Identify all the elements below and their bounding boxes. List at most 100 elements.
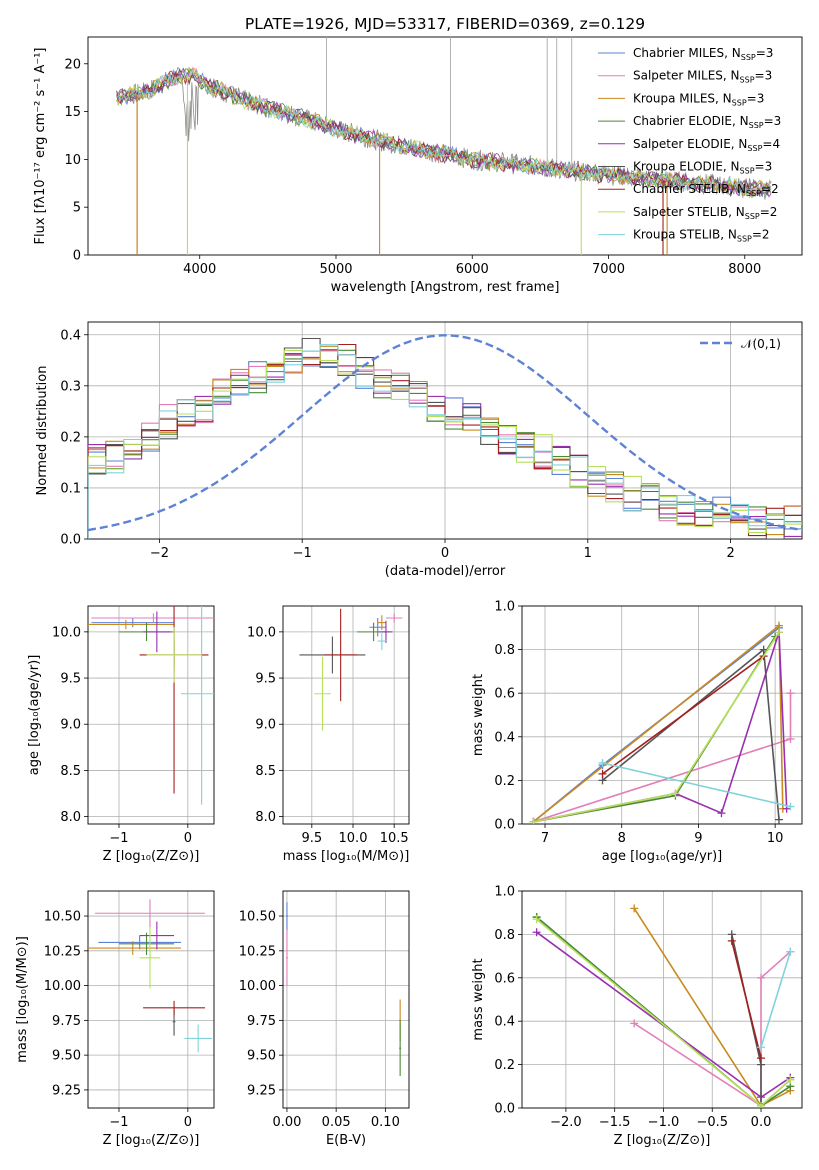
residuals-axes: −2 −1 0 1 2 0.0 0.1 0.2 0.3 0.4 (data-model)/error…	[35, 321, 803, 579]
age_vs_mass-ytick-label: 9.5	[255, 672, 276, 687]
residuals-ytick-label: 0.2	[60, 430, 81, 445]
gaussian-curve	[88, 334, 802, 532]
age_vs_mass-ytick-label: 10.0	[247, 625, 276, 640]
weight_vs_age-axes: 7 8 9 10 0.0 0.2 0.4 0.6 0.8 1.0 age [log₁₀(age/yr…	[471, 600, 803, 864]
mass_vs_EBV-ytick-label: 9.75	[247, 1014, 276, 1029]
spectrum-xtick-label: 8000	[728, 262, 761, 277]
weight_vs_Z-ytick-label: 0.2	[494, 1058, 515, 1073]
weight_vs_age-ytick-label: 0.4	[494, 730, 515, 745]
weight_vs_age-series-6	[601, 648, 780, 820]
weight_vs_Z-frame	[521, 890, 803, 1109]
spectrum-xtick-label: 7000	[592, 262, 625, 277]
weight_vs_age-ytick-label: 1.0	[494, 600, 515, 615]
weight_vs_Z-marker	[757, 1043, 766, 1052]
spectrum-model-line-7	[116, 70, 772, 197]
spectrum-ytick-label: 15	[64, 105, 81, 120]
mass_vs_Z-xlabel: Z [log₁₀(Z/Z⊙)]	[103, 1133, 200, 1148]
weight_vs_Z-ylabel: mass weight	[471, 958, 486, 1040]
mass_vs_Z-xtick-label: −1	[109, 1115, 128, 1130]
weight_vs_Z-xtick-label: −1.0	[648, 1115, 680, 1130]
weight_vs_Z-marker	[630, 1019, 639, 1028]
age_vs_mass-xtick-label: 9.5	[301, 831, 322, 846]
weight_vs_Z-marker	[727, 936, 736, 945]
figure-title: PLATE=1926, MJD=53317, FIBERID=0369, z=0…	[245, 15, 645, 33]
spectrum-xtick-label: 6000	[456, 262, 489, 277]
weight_vs_age-series-2	[533, 693, 792, 823]
gaussian-legend-label: 𝒩(0,1)	[741, 337, 781, 351]
age_vs_mass-points	[299, 608, 403, 731]
weight_vs_Z-marker	[757, 973, 766, 982]
weight_vs_age-lines	[529, 621, 795, 824]
residuals-xtick-label: −1	[293, 546, 312, 561]
weight_vs_age-xtick-label: 8	[618, 831, 626, 846]
mass_vs_Z-ytick-label: 10.50	[44, 910, 81, 925]
legend-label-5: Salpeter ELODIE, NSSP=4	[633, 137, 780, 153]
weight_vs_Z-ytick-label: 0.6	[494, 971, 515, 986]
age_vs_Z-axes: −1 0 8.0 8.5 9.0 9.5 10.0 Z [log₁₀(Z/Z⊙)] age [l…	[27, 605, 215, 864]
weight_vs_age-frame	[521, 605, 803, 825]
weight_vs_Z-series-9	[760, 951, 792, 1048]
spectrum-model-line-9	[116, 70, 771, 196]
legend-label-1: Chabrier MILES, NSSP=3	[633, 46, 773, 62]
spectrum-ytick-label: 10	[64, 153, 81, 168]
weight_vs_Z-xtick-label: 0.0	[751, 1115, 772, 1130]
age_vs_Z-ytick-label: 10.0	[52, 625, 81, 640]
weight_vs_Z-marker	[757, 1054, 766, 1063]
mass_vs_EBV-xtick-label: 0.10	[371, 1115, 400, 1130]
residuals-ytick-label: 0.4	[60, 328, 81, 343]
weight_vs_Z-ytick-label: 1.0	[494, 885, 515, 900]
legend-label-4: Chabrier ELODIE, NSSP=3	[633, 114, 781, 130]
mass_vs_Z-frame	[87, 890, 215, 1109]
weight_vs_Z-xlabel: Z [log₁₀(Z/Z⊙)]	[614, 1133, 711, 1148]
weight_vs_age-marker	[598, 769, 607, 778]
age_vs_Z-xlabel: Z [log₁₀(Z/Z⊙)]	[103, 849, 200, 864]
weight_vs_age-marker	[786, 734, 795, 743]
legend-label-3: Kroupa MILES, NSSP=3	[633, 91, 764, 107]
age_vs_Z-ylabel: age [log₁₀(age/yr)]	[27, 655, 42, 776]
weight_vs_age-series-3	[533, 623, 784, 823]
age_vs_Z-ytick-label: 9.5	[60, 672, 81, 687]
mass_vs_Z-ytick-label: 9.75	[52, 1014, 81, 1029]
mass_vs_EBV-ytick-label: 9.25	[247, 1083, 276, 1098]
weight_vs_Z-xtick-label: −0.5	[696, 1115, 728, 1130]
age_vs_mass-ytick-label: 9.0	[255, 718, 276, 733]
weight_vs_Z-marker	[630, 904, 639, 913]
weight_vs_age-xtick-label: 7	[541, 831, 549, 846]
mass_vs_Z-xtick-label: 0	[184, 1115, 192, 1130]
mass_vs_Z-points	[88, 899, 212, 1053]
age_vs_mass-xtick-label: 10.5	[380, 831, 409, 846]
weight_vs_age-marker	[786, 689, 795, 698]
weight_vs_Z-lines	[532, 904, 795, 1108]
weight_vs_Z-ytick-label: 0.4	[494, 1015, 515, 1030]
spectrum-xlabel: wavelength [Angstrom, rest frame]	[331, 280, 560, 295]
age_vs_Z-xtick-label: −1	[109, 831, 128, 846]
mass_vs_EBV-axes: 0.00 0.05 0.10 9.25 9.50 9.75 10.00 10.25 10.50 E…	[239, 890, 410, 1148]
spectrum-legend: Chabrier MILES, NSSP=3 Salpeter MILES, NS…	[598, 46, 781, 244]
residuals-hists	[88, 334, 802, 539]
residuals-frame	[87, 321, 803, 540]
mass_vs_Z-ytick-label: 10.25	[44, 944, 81, 959]
spectrum-lines	[116, 37, 772, 255]
weight_vs_age-marker	[529, 817, 538, 824]
mass_vs_EBV-xtick-label: 0.05	[322, 1115, 351, 1130]
spectrum-axes: 4000 5000 6000 7000 8000 0 5 10 15 20 wavelength […	[33, 36, 803, 295]
age_vs_mass-xlabel: mass [log₁₀(M/M⊙)]	[283, 849, 410, 864]
residuals-ylabel: Normed distribution	[35, 366, 50, 496]
residuals-xtick-label: 1	[584, 546, 592, 561]
legend-label-8: Salpeter STELIB, NSSP=2	[633, 205, 777, 221]
legend-label-2: Salpeter MILES, NSSP=3	[633, 69, 772, 85]
weight_vs_age-ylabel: mass weight	[471, 674, 486, 756]
spectrum-ytick-label: 5	[73, 201, 81, 216]
residuals-ytick-label: 0.0	[60, 533, 81, 548]
spectrum-xtick-label: 4000	[183, 262, 216, 277]
spectrum-xtick-label: 5000	[319, 262, 352, 277]
mass_vs_EBV-ytick-label: 10.50	[239, 910, 276, 925]
weight_vs_age-xlabel: age [log₁₀(age/yr)]	[602, 849, 723, 864]
mass_vs_Z-ytick-label: 10.00	[44, 979, 81, 994]
mass_vs_EBV-ytick-label: 10.25	[239, 944, 276, 959]
mass_vs_Z-ylabel: mass [log₁₀(M/M⊙)]	[15, 936, 30, 1063]
age_vs_Z-ytick-label: 9.0	[60, 718, 81, 733]
weight_vs_age-marker	[671, 789, 680, 798]
spectrum-ytick-label: 0	[73, 249, 81, 264]
